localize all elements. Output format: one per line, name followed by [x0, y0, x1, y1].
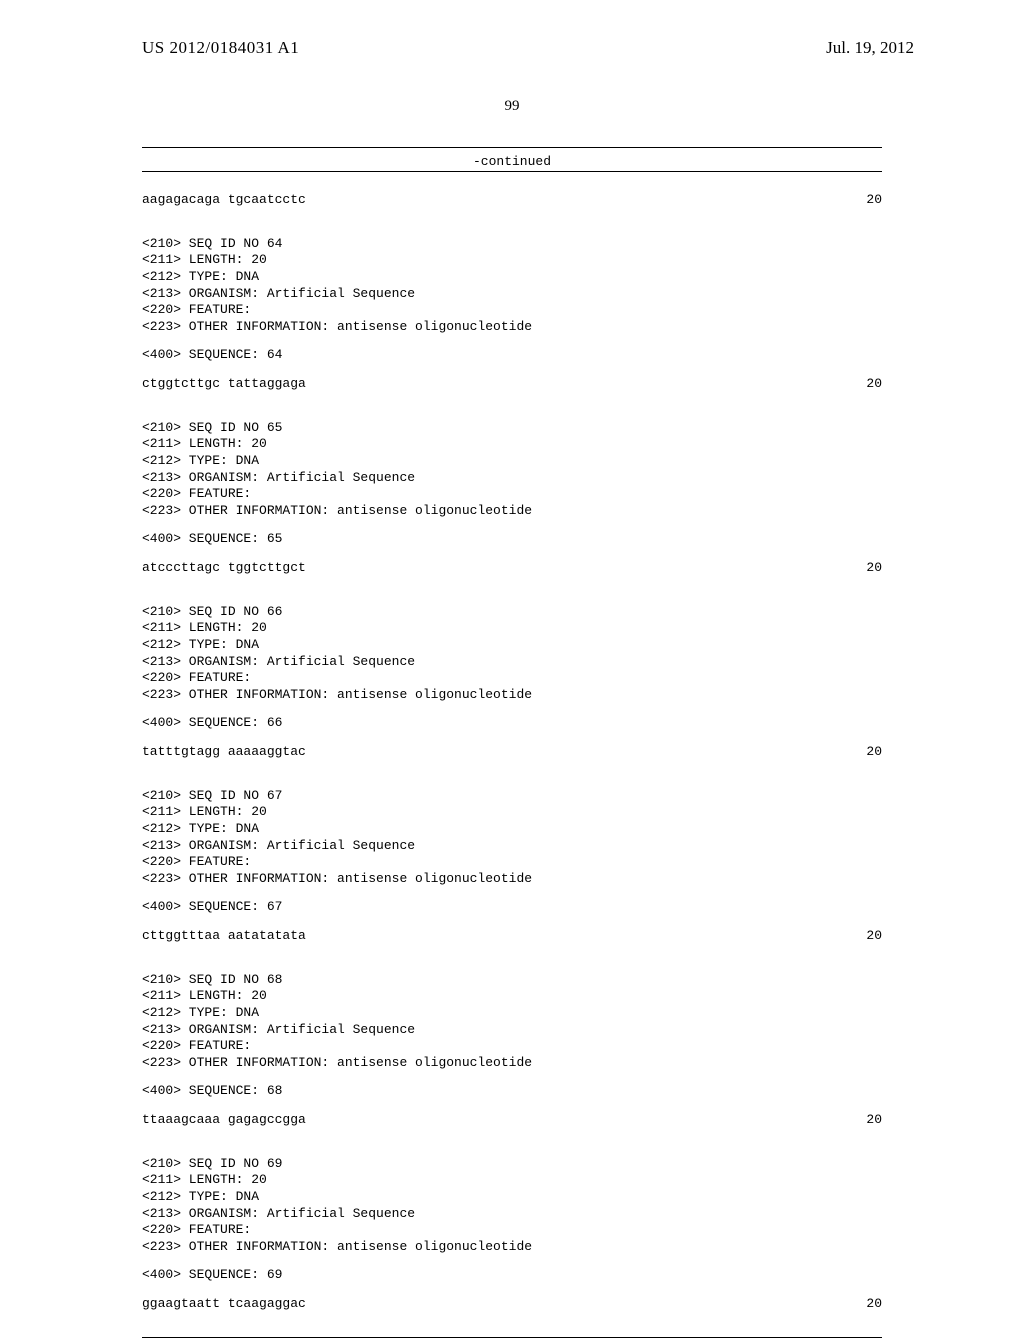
sequence-text: aagagacaga tgcaatcctc [142, 192, 306, 209]
continued-label: -continued [142, 151, 882, 171]
entry-meta-line: <213> ORGANISM: Artificial Sequence [142, 286, 882, 303]
entry-meta-line: <213> ORGANISM: Artificial Sequence [142, 1022, 882, 1039]
page-number: 99 [0, 98, 1024, 115]
continued-block: -continued [142, 147, 882, 172]
entry-meta-line: <211> LENGTH: 20 [142, 804, 882, 821]
entry-meta-line: <212> TYPE: DNA [142, 269, 882, 286]
entry-meta-line: <212> TYPE: DNA [142, 1189, 882, 1206]
header-date: Jul. 19, 2012 [826, 38, 914, 58]
sequence-row: ttaaagcaaa gagagccgga 20 [142, 1112, 882, 1129]
sequence-label: <400> SEQUENCE: 69 [142, 1267, 882, 1284]
sequence-text: ctggtcttgc tattaggaga [142, 376, 306, 393]
entry-meta-line: <210> SEQ ID NO 66 [142, 604, 882, 621]
sequence-length: 20 [866, 192, 882, 209]
entry-meta-line: <220> FEATURE: [142, 302, 882, 319]
header-publication-number: US 2012/0184031 A1 [142, 38, 299, 58]
sequence-row: ggaagtaatt tcaagaggac 20 [142, 1296, 882, 1313]
sequence-length: 20 [866, 376, 882, 393]
sequence-text: atcccttagc tggtcttgct [142, 560, 306, 577]
entry-meta-line: <211> LENGTH: 20 [142, 988, 882, 1005]
entry-meta-line: <220> FEATURE: [142, 854, 882, 871]
entry-meta-line: <210> SEQ ID NO 65 [142, 420, 882, 437]
sequence-text: cttggtttaa aatatatata [142, 928, 306, 945]
entry-meta-line: <211> LENGTH: 20 [142, 436, 882, 453]
entry-meta-line: <223> OTHER INFORMATION: antisense oligo… [142, 1055, 882, 1072]
entry-meta-line: <223> OTHER INFORMATION: antisense oligo… [142, 503, 882, 520]
sequence-listing: aagagacaga tgcaatcctc 20 <210> SEQ ID NO… [142, 172, 882, 1313]
page-header: US 2012/0184031 A1 Jul. 19, 2012 [0, 0, 1024, 58]
sequence-length: 20 [866, 1296, 882, 1313]
entry-meta-line: <223> OTHER INFORMATION: antisense oligo… [142, 871, 882, 888]
entry-meta-line: <211> LENGTH: 20 [142, 1172, 882, 1189]
entry-meta-line: <213> ORGANISM: Artificial Sequence [142, 654, 882, 671]
sequence-length: 20 [866, 560, 882, 577]
entry-meta-line: <212> TYPE: DNA [142, 1005, 882, 1022]
sequence-text: ggaagtaatt tcaagaggac [142, 1296, 306, 1313]
sequence-length: 20 [866, 928, 882, 945]
sequence-text: ttaaagcaaa gagagccgga [142, 1112, 306, 1129]
sequence-length: 20 [866, 744, 882, 761]
entry-meta-line: <223> OTHER INFORMATION: antisense oligo… [142, 687, 882, 704]
sequence-row: cttggtttaa aatatatata 20 [142, 928, 882, 945]
entry-meta-line: <212> TYPE: DNA [142, 821, 882, 838]
sequence-row: tatttgtagg aaaaaggtac 20 [142, 744, 882, 761]
entry-meta-line: <212> TYPE: DNA [142, 637, 882, 654]
entry-meta-line: <220> FEATURE: [142, 1222, 882, 1239]
sequence-label: <400> SEQUENCE: 68 [142, 1083, 882, 1100]
entry-meta-line: <211> LENGTH: 20 [142, 620, 882, 637]
sequence-label: <400> SEQUENCE: 66 [142, 715, 882, 732]
entry-meta-line: <211> LENGTH: 20 [142, 252, 882, 269]
rule-footer [142, 1337, 882, 1338]
entry-meta-line: <212> TYPE: DNA [142, 453, 882, 470]
entry-meta-line: <220> FEATURE: [142, 486, 882, 503]
entry-meta-line: <220> FEATURE: [142, 1038, 882, 1055]
sequence-label: <400> SEQUENCE: 67 [142, 899, 882, 916]
sequence-text: tatttgtagg aaaaaggtac [142, 744, 306, 761]
entry-meta-line: <210> SEQ ID NO 64 [142, 236, 882, 253]
sequence-label: <400> SEQUENCE: 64 [142, 347, 882, 364]
entry-meta-line: <210> SEQ ID NO 69 [142, 1156, 882, 1173]
sequence-row: atcccttagc tggtcttgct 20 [142, 560, 882, 577]
entry-meta-line: <213> ORGANISM: Artificial Sequence [142, 838, 882, 855]
sequence-label: <400> SEQUENCE: 65 [142, 531, 882, 548]
entry-meta-line: <220> FEATURE: [142, 670, 882, 687]
sequence-row: ctggtcttgc tattaggaga 20 [142, 376, 882, 393]
sequence-length: 20 [866, 1112, 882, 1129]
entry-meta-line: <213> ORGANISM: Artificial Sequence [142, 1206, 882, 1223]
entry-meta-line: <210> SEQ ID NO 67 [142, 788, 882, 805]
entry-meta-line: <223> OTHER INFORMATION: antisense oligo… [142, 319, 882, 336]
entry-meta-line: <210> SEQ ID NO 68 [142, 972, 882, 989]
rule-top [142, 147, 882, 148]
entry-meta-line: <213> ORGANISM: Artificial Sequence [142, 470, 882, 487]
entry-meta-line: <223> OTHER INFORMATION: antisense oligo… [142, 1239, 882, 1256]
sequence-row: aagagacaga tgcaatcctc 20 [142, 192, 882, 209]
